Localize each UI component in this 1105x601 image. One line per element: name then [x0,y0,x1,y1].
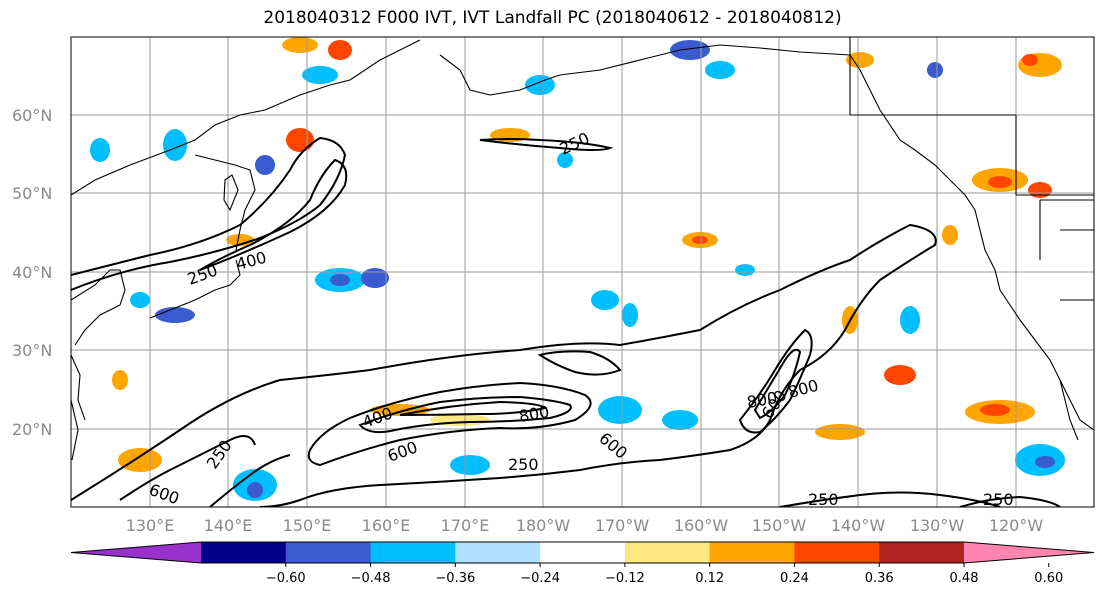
colorbar-segment [455,542,541,563]
colorbar-tick-label: −0.24 [520,571,560,586]
colorbar-outline [70,541,1095,564]
lon-label: 170°W [595,516,650,535]
longitude-labels: 130°E 140°E 150°E 160°E 170°E 180°W 170°… [126,516,1044,535]
colorbar-tick-label: −0.12 [605,571,645,586]
colorbar-segment [624,542,711,563]
colorbar-tick-label: 0.60 [1034,571,1063,586]
plot-frame [70,36,1095,508]
colorbar-tick-label: −0.60 [266,571,306,586]
colorbar-segment [709,542,795,563]
contour-label: 250 [983,490,1014,509]
colorbar-tick-label: 0.36 [865,571,894,586]
colorbar-tick-label: −0.36 [435,571,475,586]
colorbar-segment [71,542,201,563]
lon-label: 160°W [674,516,729,535]
lat-label: 20°N [12,420,52,439]
colorbar-segment [285,542,372,563]
colorbar-tick-label: 0.12 [695,571,724,586]
contour-label: 250 [808,490,839,509]
lon-label: 150°W [752,516,807,535]
colorbar: −0.60 −0.48 −0.36 −0.24 −0.12 0.12 0.24 0.36 0.4… [70,541,1095,586]
colorbar-tick-label: −0.48 [351,571,391,586]
lat-label: 30°N [12,341,52,360]
colorbar-tick-label: 0.24 [780,571,809,586]
lon-label: 140°W [831,516,886,535]
lat-label: 50°N [12,184,52,203]
anomaly-shading [90,37,1065,501]
lon-label: 130°W [910,516,965,535]
ivt-contours [71,136,1061,507]
colorbar-tick-label: 0.48 [950,571,979,586]
map-title: 2018040312 F000 IVT, IVT Landfall PC (20… [263,8,842,28]
coastlines [71,37,1094,461]
lat-label: 60°N [12,106,52,125]
lon-label: 120°W [989,516,1044,535]
colorbar-segment [964,542,1094,563]
lon-label: 140°E [204,516,253,535]
lon-label: 160°E [362,516,411,535]
contour-label: 250 [508,455,539,474]
colorbar-segment [201,542,287,563]
lon-label: 130°E [126,516,175,535]
lon-label: 180°W [516,516,571,535]
graticule [71,37,1094,507]
lon-label: 170°E [441,516,490,535]
latitude-labels: 60°N 50°N 40°N 30°N 20°N [12,106,52,439]
lat-label: 40°N [12,263,52,282]
lon-label: 150°E [283,516,332,535]
colorbar-segment [370,542,456,563]
colorbar-segment [879,542,965,563]
colorbar-segment [540,542,626,563]
colorbar-segment [794,542,880,563]
